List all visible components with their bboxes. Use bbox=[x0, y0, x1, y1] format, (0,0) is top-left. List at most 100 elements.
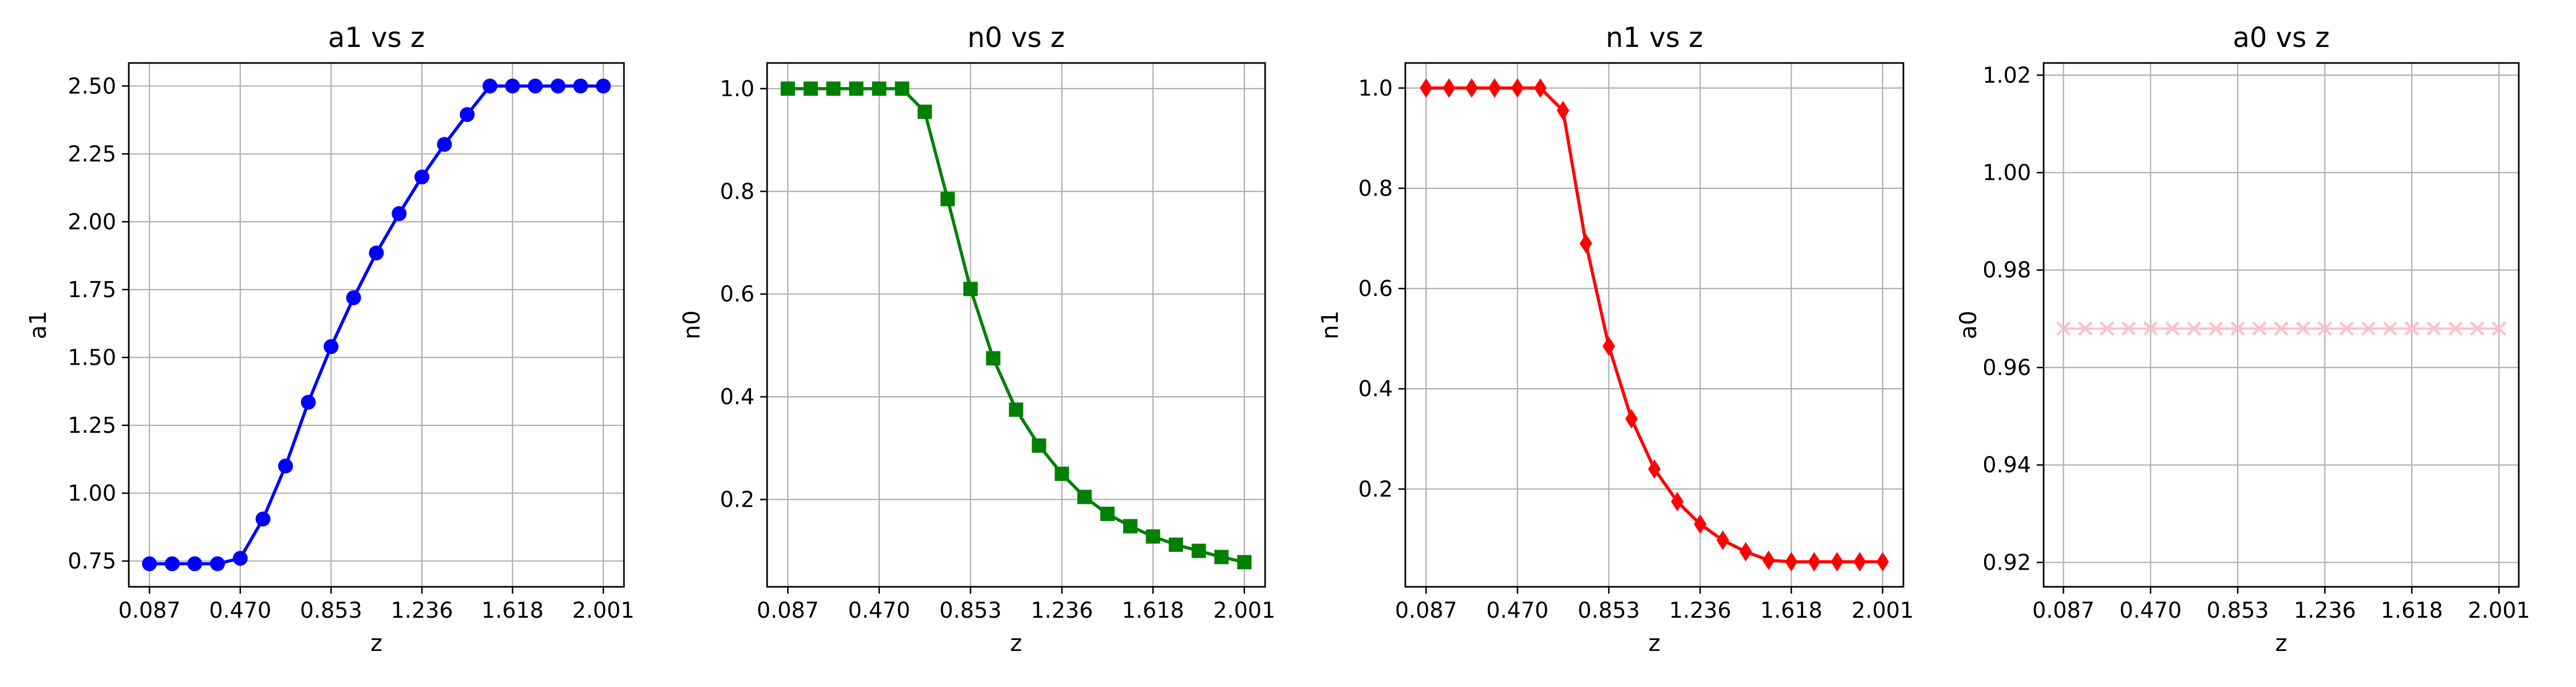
chart-panel-3: 0.087 0.470 0.853 1.236 1.618 2.001 0.2 0.4 0.6 0… bbox=[1317, 22, 1914, 657]
data-point bbox=[2208, 321, 2223, 336]
data-point bbox=[528, 78, 543, 94]
data-point bbox=[414, 169, 430, 185]
data-point bbox=[2187, 321, 2202, 336]
x-tick-label: 1.236 bbox=[391, 598, 453, 623]
x-axis-label: z bbox=[1010, 630, 1022, 657]
data-point bbox=[1579, 234, 1593, 254]
data-point bbox=[1762, 550, 1775, 570]
x-tick-label: 0.853 bbox=[300, 598, 362, 623]
chart-title: n1 vs z bbox=[1606, 22, 1703, 54]
data-point bbox=[1145, 529, 1160, 544]
x-axis-label: z bbox=[2275, 630, 2287, 657]
y-tick-label: 0.2 bbox=[720, 487, 754, 512]
data-point bbox=[2252, 321, 2267, 336]
x-tick-label: 0.087 bbox=[757, 598, 819, 623]
x-tick-label: 2.001 bbox=[1213, 598, 1275, 623]
data-point bbox=[1443, 78, 1456, 98]
y-tick-label: 0.98 bbox=[1982, 258, 2031, 283]
data-point bbox=[986, 351, 1001, 366]
data-point bbox=[1032, 438, 1046, 453]
data-point bbox=[301, 394, 316, 410]
data-point bbox=[2470, 321, 2484, 336]
data-point bbox=[392, 206, 407, 222]
data-point bbox=[369, 245, 384, 260]
data-point bbox=[550, 78, 566, 94]
x-tick-label: 0.470 bbox=[1486, 598, 1548, 623]
data-point bbox=[255, 511, 271, 527]
chart-title: a1 vs z bbox=[328, 22, 425, 54]
y-tick-label: 0.94 bbox=[1982, 452, 2031, 477]
x-axis-label: z bbox=[1649, 630, 1661, 657]
y-tick-label: 0.92 bbox=[1982, 550, 2031, 575]
axes-frame bbox=[766, 62, 1266, 588]
y-tick-label: 0.4 bbox=[720, 384, 754, 409]
y-tick-label: 2.00 bbox=[68, 209, 116, 234]
data-point bbox=[187, 556, 203, 571]
chart-panel-4: 0.087 0.470 0.853 1.236 1.618 2.001 0.92 0.94 0.… bbox=[1955, 22, 2530, 657]
data-point bbox=[2361, 321, 2376, 336]
data-point bbox=[1785, 552, 1798, 572]
x-tick-label: 0.087 bbox=[1395, 598, 1457, 623]
data-point bbox=[595, 78, 611, 94]
data-point bbox=[2078, 321, 2093, 336]
data-point bbox=[1168, 537, 1183, 552]
x-axis-label: z bbox=[370, 630, 382, 657]
y-tick-label: 1.25 bbox=[68, 413, 116, 438]
x-tick-label: 1.236 bbox=[2294, 598, 2356, 623]
data-point bbox=[2296, 321, 2310, 336]
axes-frame bbox=[2042, 62, 2520, 588]
data-point bbox=[895, 81, 910, 96]
data-point bbox=[2165, 321, 2180, 336]
data-point bbox=[1420, 78, 1433, 98]
chart-title: a0 vs z bbox=[2233, 22, 2329, 54]
x-tick-label: 0.087 bbox=[118, 598, 181, 623]
data-point bbox=[2274, 321, 2289, 336]
data-point bbox=[1625, 409, 1638, 429]
data-point bbox=[1716, 530, 1729, 550]
data-point bbox=[1671, 492, 1684, 512]
data-point bbox=[460, 107, 475, 123]
x-tick-label: 0.470 bbox=[209, 598, 271, 623]
data-point bbox=[1876, 552, 1889, 572]
data-point bbox=[1123, 519, 1138, 534]
y-tick-label: 0.6 bbox=[1358, 276, 1393, 301]
y-tick-label: 1.00 bbox=[68, 480, 116, 506]
data-point bbox=[1488, 78, 1501, 98]
series-line bbox=[149, 84, 603, 566]
y-tick-label: 0.4 bbox=[1358, 376, 1393, 401]
chart-title: n0 vs z bbox=[967, 22, 1065, 54]
data-point bbox=[437, 137, 452, 152]
y-tick-label: 1.02 bbox=[1982, 62, 2031, 88]
data-point bbox=[2448, 321, 2463, 336]
data-point bbox=[2491, 321, 2507, 336]
x-tick-label: 1.618 bbox=[481, 598, 544, 623]
data-point bbox=[482, 78, 497, 94]
y-tick-label: 0.75 bbox=[68, 548, 116, 574]
data-point bbox=[1009, 402, 1024, 417]
y-tick-label: 2.25 bbox=[68, 141, 116, 167]
data-point bbox=[2404, 321, 2419, 336]
data-point bbox=[940, 192, 955, 207]
data-point bbox=[323, 339, 339, 354]
data-point bbox=[917, 104, 932, 119]
y-tick-label: 0.8 bbox=[1358, 176, 1393, 201]
data-point bbox=[780, 81, 795, 96]
data-point bbox=[963, 282, 978, 297]
x-tick-label: 2.001 bbox=[1851, 598, 1914, 623]
series-line bbox=[1426, 86, 1883, 563]
data-point bbox=[1511, 78, 1524, 98]
data-point bbox=[1808, 552, 1821, 572]
data-point bbox=[1054, 467, 1069, 481]
data-point bbox=[1831, 552, 1844, 572]
data-point bbox=[142, 556, 157, 571]
data-point bbox=[232, 551, 248, 566]
y-tick-label: 1.0 bbox=[1358, 76, 1393, 101]
x-tick-label: 0.470 bbox=[848, 598, 910, 623]
y-tick-label: 1.50 bbox=[68, 345, 116, 370]
data-point bbox=[1237, 555, 1252, 570]
data-point bbox=[346, 290, 361, 306]
series-line bbox=[788, 87, 1245, 564]
data-point bbox=[1602, 336, 1615, 356]
data-point bbox=[2143, 321, 2158, 336]
